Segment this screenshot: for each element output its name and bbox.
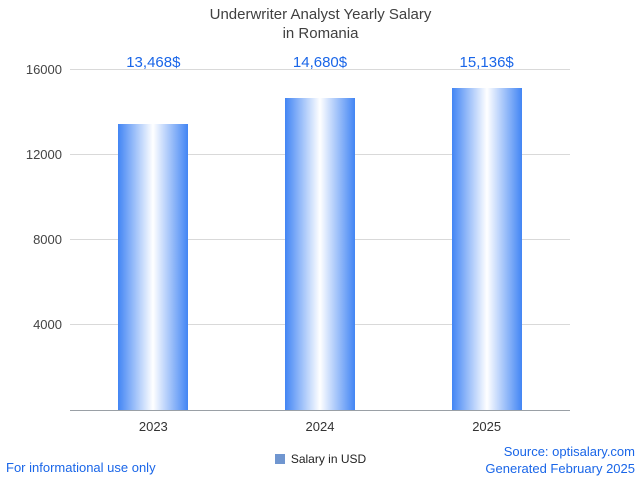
- chart-title-line1: Underwriter Analyst Yearly Salary: [209, 6, 432, 23]
- chart-title-line2: in Romania: [282, 25, 359, 42]
- x-axis-tick-label: 2024: [305, 419, 335, 434]
- gridline: [70, 69, 570, 70]
- source-link[interactable]: Source: optisalary.com: [503, 444, 635, 459]
- x-axis-tick-label: 2023: [138, 419, 168, 434]
- y-axis-tick-label: 4000: [33, 317, 62, 332]
- y-axis-tick-label: 16000: [25, 62, 62, 77]
- bar-value-label: 15,136$: [459, 54, 514, 71]
- plot-area: [70, 69, 570, 411]
- generated-date: Generated February 2025: [485, 461, 635, 476]
- bar-value-label: 14,680$: [292, 54, 348, 71]
- salary-bar: [118, 123, 189, 410]
- disclaimer-text: For informational use only: [6, 460, 156, 475]
- legend-swatch-icon: [274, 454, 285, 464]
- footer-source-block: Source: optisalary.com Generated Februar…: [485, 443, 635, 477]
- x-axis-tick-label: 2025: [472, 419, 502, 434]
- chart-title: Underwriter Analyst Yearly Salary in Rom…: [0, 5, 641, 43]
- bar-value-label: 13,468$: [126, 54, 181, 71]
- y-axis-tick-label: 8000: [33, 232, 62, 247]
- salary-bar: [451, 88, 522, 410]
- legend-label: Salary in USD: [290, 452, 367, 466]
- legend: Salary in USD: [0, 452, 641, 466]
- y-axis-tick-label: 12000: [25, 147, 62, 162]
- salary-bar: [285, 98, 355, 410]
